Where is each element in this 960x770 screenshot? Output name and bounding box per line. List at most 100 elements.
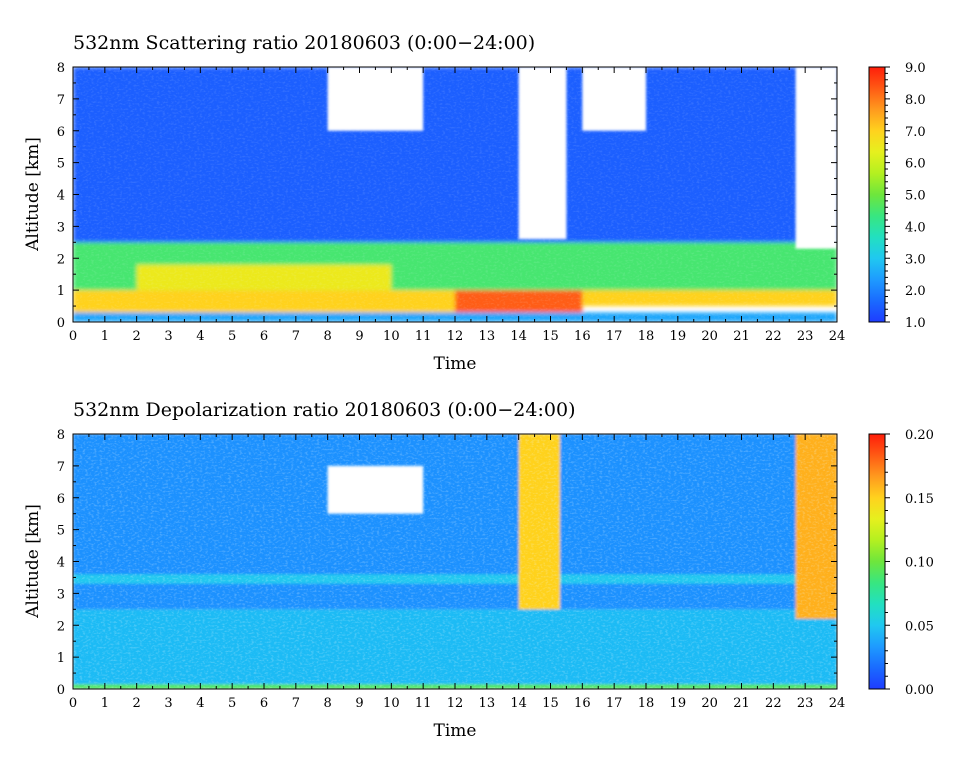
y-tick-label: 6 bbox=[57, 492, 65, 507]
no-data-regions bbox=[327, 465, 424, 514]
x-tick-label: 24 bbox=[829, 696, 846, 711]
y-tick-label: 4 bbox=[57, 189, 65, 204]
x-tick-label: 19 bbox=[670, 696, 687, 711]
chart-2-xlabel: Time bbox=[434, 721, 477, 741]
x-tick-label: 14 bbox=[510, 329, 527, 344]
colorbar-tick-label: 0.00 bbox=[905, 683, 934, 698]
no-data-region bbox=[795, 67, 837, 249]
y-tick-label: 7 bbox=[57, 93, 65, 108]
colorbar-tick-label: 9.0 bbox=[905, 61, 926, 76]
x-tick-label: 12 bbox=[447, 329, 464, 344]
x-tick-label: 3 bbox=[164, 696, 172, 711]
x-tick-label: 3 bbox=[164, 329, 172, 344]
colorbar-tick-label: 2.0 bbox=[905, 284, 926, 299]
y-tick-label: 7 bbox=[57, 460, 65, 475]
y-tick-label: 8 bbox=[57, 61, 65, 76]
y-tick-label: 4 bbox=[57, 556, 65, 571]
x-tick-label: 15 bbox=[542, 329, 559, 344]
x-tick-label: 0 bbox=[69, 696, 77, 711]
x-tick-label: 4 bbox=[196, 696, 204, 711]
y-tick-label: 3 bbox=[57, 587, 65, 602]
colorbar-tick-label: 6.0 bbox=[905, 157, 926, 172]
chart-2-title: 532nm Depolarization ratio 20180603 (0:0… bbox=[73, 399, 575, 421]
chart-2-colorbar-bar bbox=[868, 433, 886, 690]
x-tick-label: 23 bbox=[797, 329, 814, 344]
x-tick-label: 8 bbox=[324, 329, 332, 344]
y-tick-label: 6 bbox=[57, 125, 65, 140]
x-tick-label: 20 bbox=[701, 696, 718, 711]
chart-1-plot-area bbox=[72, 66, 838, 323]
x-tick-label: 1 bbox=[101, 696, 109, 711]
no-data-region bbox=[518, 67, 567, 240]
x-tick-label: 10 bbox=[383, 329, 400, 344]
x-tick-label: 21 bbox=[733, 696, 750, 711]
colorbar-tick-label: 3.0 bbox=[905, 252, 926, 267]
x-tick-label: 2 bbox=[133, 696, 141, 711]
colorbar-tick-label: 0.15 bbox=[905, 492, 934, 507]
y-tick-label: 2 bbox=[57, 252, 65, 267]
x-tick-label: 0 bbox=[69, 329, 77, 344]
x-tick-label: 5 bbox=[228, 329, 236, 344]
y-tick-label: 0 bbox=[57, 683, 65, 698]
x-tick-label: 17 bbox=[606, 696, 623, 711]
x-tick-label: 22 bbox=[765, 329, 782, 344]
x-tick-label: 13 bbox=[479, 329, 496, 344]
chart-depolarization: 532nm Depolarization ratio 20180603 (0:0… bbox=[23, 399, 934, 741]
y-tick-label: 0 bbox=[57, 316, 65, 331]
colorbar-tick-label: 1.0 bbox=[905, 316, 926, 331]
x-tick-label: 14 bbox=[510, 696, 527, 711]
x-tick-label: 21 bbox=[733, 329, 750, 344]
x-tick-label: 10 bbox=[383, 696, 400, 711]
colorbar-tick-label: 0.05 bbox=[905, 619, 934, 634]
colorbar-tick-label: 5.0 bbox=[905, 189, 926, 204]
no-data-regions bbox=[327, 67, 837, 249]
x-tick-label: 9 bbox=[355, 329, 363, 344]
x-tick-label: 19 bbox=[670, 329, 687, 344]
x-tick-label: 16 bbox=[574, 696, 591, 711]
x-tick-label: 9 bbox=[355, 696, 363, 711]
x-tick-label: 5 bbox=[228, 696, 236, 711]
y-tick-label: 3 bbox=[57, 220, 65, 235]
x-tick-label: 18 bbox=[638, 696, 655, 711]
no-data-region bbox=[582, 67, 646, 131]
chart-1-ylabel: Altitude [km] bbox=[23, 137, 43, 252]
x-tick-label: 18 bbox=[638, 329, 655, 344]
x-tick-label: 15 bbox=[542, 696, 559, 711]
chart-1-colorbar-bar bbox=[868, 66, 886, 323]
x-tick-label: 8 bbox=[324, 696, 332, 711]
x-tick-label: 22 bbox=[765, 696, 782, 711]
y-tick-label: 5 bbox=[57, 157, 65, 172]
x-tick-label: 7 bbox=[292, 696, 300, 711]
colorbar-tick-label: 8.0 bbox=[905, 93, 926, 108]
x-tick-label: 13 bbox=[479, 696, 496, 711]
chart-2-ylabel: Altitude [km] bbox=[23, 504, 43, 619]
x-tick-label: 6 bbox=[260, 696, 268, 711]
colorbar-tick-label: 0.10 bbox=[905, 556, 934, 571]
colorbar-tick-label: 4.0 bbox=[905, 220, 926, 235]
no-data-region bbox=[327, 67, 424, 131]
x-tick-label: 11 bbox=[415, 696, 432, 711]
x-tick-label: 4 bbox=[196, 329, 204, 344]
y-tick-label: 5 bbox=[57, 524, 65, 539]
chart-1-title: 532nm Scattering ratio 20180603 (0:00−24… bbox=[73, 32, 535, 54]
x-tick-label: 12 bbox=[447, 696, 464, 711]
x-tick-label: 20 bbox=[701, 329, 718, 344]
chart-2-colorbar: 0.00 0.05 0.10 0.15 0.20 bbox=[868, 428, 934, 698]
x-tick-label: 24 bbox=[829, 329, 846, 344]
x-tick-label: 2 bbox=[133, 329, 141, 344]
x-tick-label: 16 bbox=[574, 329, 591, 344]
x-tick-label: 11 bbox=[415, 329, 432, 344]
y-tick-label: 1 bbox=[57, 284, 65, 299]
chart-1-colorbar: 1.0 2.0 3.0 4.0 5.0 6.0 7.0 8.0 9.0 bbox=[868, 61, 926, 331]
y-tick-label: 1 bbox=[57, 651, 65, 666]
heatmap-texture bbox=[73, 67, 837, 322]
y-tick-label: 2 bbox=[57, 619, 65, 634]
colorbar-tick-label: 0.20 bbox=[905, 428, 934, 443]
x-tick-label: 17 bbox=[606, 329, 623, 344]
x-tick-label: 6 bbox=[260, 329, 268, 344]
chart-scattering: 532nm Scattering ratio 20180603 (0:00−24… bbox=[23, 32, 926, 374]
chart-1-xlabel: Time bbox=[434, 354, 477, 374]
y-tick-label: 8 bbox=[57, 428, 65, 443]
x-tick-label: 1 bbox=[101, 329, 109, 344]
